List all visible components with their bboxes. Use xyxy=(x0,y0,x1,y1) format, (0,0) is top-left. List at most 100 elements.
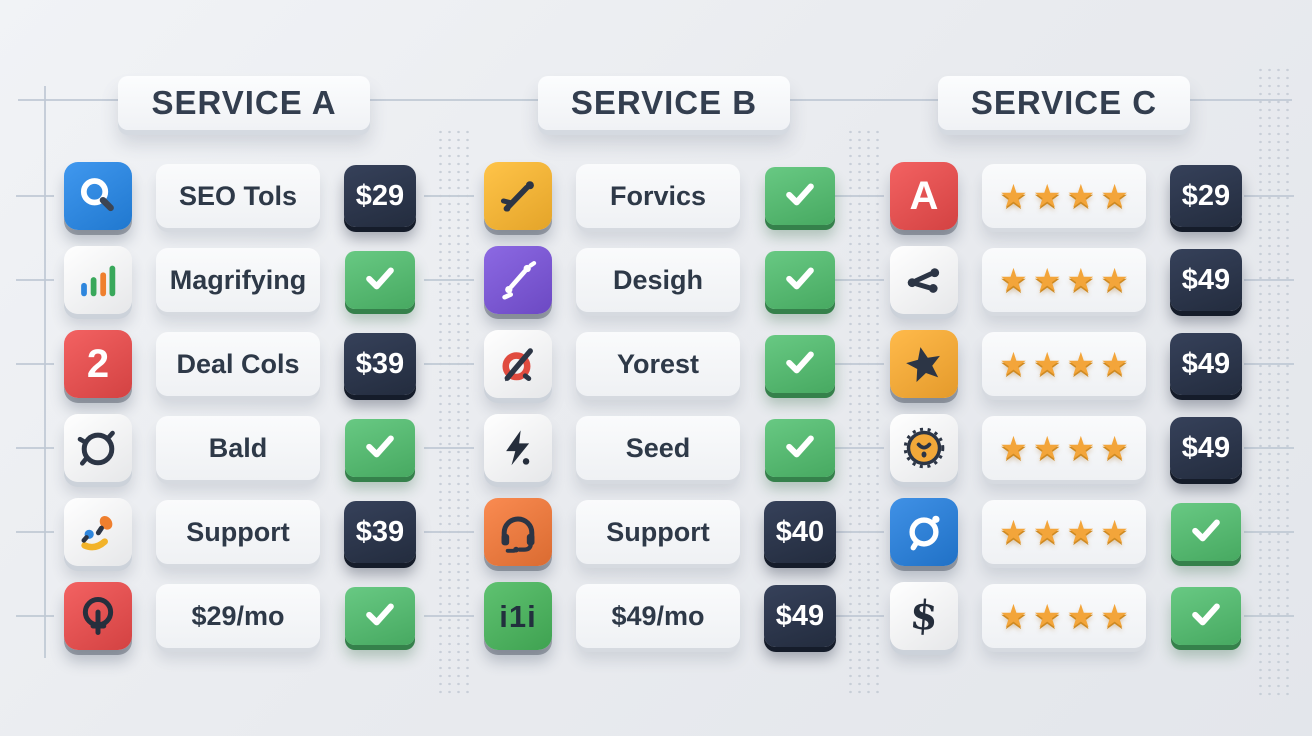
feature-label-chip[interactable]: Seed xyxy=(576,416,740,480)
check-icon xyxy=(360,258,400,303)
star-icon: ★ xyxy=(1100,178,1129,214)
price-badge[interactable]: $39 xyxy=(344,501,416,563)
included-check-tile[interactable] xyxy=(765,419,835,477)
feature-label-chip[interactable]: Support xyxy=(156,500,320,564)
badge-face-icon xyxy=(901,425,947,471)
feature-row: A ★ ★ ★ ★ $29 xyxy=(890,162,1242,230)
feature-label: Support xyxy=(186,516,290,547)
value-cell xyxy=(764,251,836,309)
rating-chip[interactable]: ★ ★ ★ ★ xyxy=(982,332,1146,396)
stats-icon: i1i xyxy=(499,598,537,634)
included-check-tile[interactable] xyxy=(765,167,835,225)
headset-tile[interactable] xyxy=(484,498,552,566)
included-check-tile[interactable] xyxy=(765,251,835,309)
star-icon: ★ xyxy=(999,430,1028,466)
number-2-icon: 2 xyxy=(86,342,110,386)
lightning-icon xyxy=(495,425,541,471)
price-badge[interactable]: $49 xyxy=(1170,333,1242,395)
rating-chip[interactable]: ★ ★ ★ ★ xyxy=(982,416,1146,480)
lightning-tile[interactable] xyxy=(484,414,552,482)
rating-chip[interactable]: ★ ★ ★ ★ xyxy=(982,248,1146,312)
column-service-c: A ★ ★ ★ ★ $29 ★ ★ ★ ★ $49 ★ ★ ★ ★ $49 ★ ★ ★ ★ $49 ★ ★ ★ ★ $ ★ ★ ★ ★ xyxy=(890,162,1242,666)
feature-label-chip[interactable]: Bald xyxy=(156,416,320,480)
dotted-divider xyxy=(846,128,880,694)
included-check-tile[interactable] xyxy=(1171,587,1241,645)
badge-face-tile[interactable] xyxy=(890,414,958,482)
price-badge[interactable]: $39 xyxy=(344,333,416,395)
rating-stars: ★ ★ ★ ★ xyxy=(999,600,1129,632)
feature-label-chip[interactable]: SEO Tols xyxy=(156,164,320,228)
value-cell: $49 xyxy=(1170,417,1242,479)
check-icon xyxy=(1186,594,1226,639)
star-icon: ★ xyxy=(1066,514,1096,550)
rating-chip[interactable]: ★ ★ ★ ★ xyxy=(982,584,1146,648)
price-text: $49 xyxy=(1181,263,1231,296)
value-cell: $49 xyxy=(764,585,836,647)
price-text: $39 xyxy=(355,515,405,548)
rating-chip[interactable]: ★ ★ ★ ★ xyxy=(982,164,1146,228)
row-tick-line xyxy=(16,447,54,449)
target-pen-tile[interactable] xyxy=(484,330,552,398)
value-cell xyxy=(764,167,836,225)
price-badge[interactable]: $49 xyxy=(764,585,836,647)
star-icon: ★ xyxy=(1032,598,1062,634)
star-tile[interactable] xyxy=(890,330,958,398)
value-cell: $29 xyxy=(344,165,416,227)
paint-brush-tile[interactable] xyxy=(64,498,132,566)
price-badge[interactable]: $29 xyxy=(344,165,416,227)
header-label: SERVICE C xyxy=(970,84,1158,121)
value-cell xyxy=(1170,587,1242,645)
tools-icon xyxy=(495,173,541,219)
feature-label-chip[interactable]: Magrifying xyxy=(156,248,320,312)
headset-icon xyxy=(495,509,541,555)
feature-label-chip[interactable]: Forvics xyxy=(576,164,740,228)
included-check-tile[interactable] xyxy=(765,335,835,393)
feature-label: Forvics xyxy=(609,180,707,211)
feature-label-chip[interactable]: Deal Cols xyxy=(156,332,320,396)
number-2-tile[interactable]: 2 xyxy=(64,330,132,398)
row-tick-line xyxy=(16,195,54,197)
price-text: $39 xyxy=(355,347,405,380)
included-check-tile[interactable] xyxy=(1171,503,1241,561)
price-badge[interactable]: $49 xyxy=(1170,417,1242,479)
gauge-tile[interactable] xyxy=(64,582,132,650)
target-pen-icon xyxy=(495,341,541,387)
dollar-tile[interactable]: $ xyxy=(890,582,958,650)
included-check-tile[interactable] xyxy=(345,419,415,477)
rating-stars: ★ ★ ★ ★ xyxy=(999,348,1129,380)
feature-label: $29/mo xyxy=(191,600,285,631)
vector-pen-tile[interactable] xyxy=(484,246,552,314)
value-cell: $40 xyxy=(764,501,836,563)
tools-tile[interactable] xyxy=(484,162,552,230)
price-text: $29 xyxy=(1181,179,1231,212)
share-tile[interactable] xyxy=(890,246,958,314)
letter-a-tile[interactable]: A xyxy=(890,162,958,230)
value-cell xyxy=(344,419,416,477)
feature-label: $49/mo xyxy=(611,600,705,631)
price-text: $40 xyxy=(775,515,825,548)
feature-label-chip[interactable]: Desigh xyxy=(576,248,740,312)
search-tile[interactable] xyxy=(64,162,132,230)
star-icon: ★ xyxy=(1032,262,1062,298)
bar-chart-tile[interactable] xyxy=(64,246,132,314)
feature-label-chip[interactable]: $49/mo xyxy=(576,584,740,648)
feature-label-chip[interactable]: $29/mo xyxy=(156,584,320,648)
circle-outline-tile[interactable] xyxy=(64,414,132,482)
included-check-tile[interactable] xyxy=(345,251,415,309)
search-circle-tile[interactable] xyxy=(890,498,958,566)
price-badge[interactable]: $29 xyxy=(1170,165,1242,227)
row-tick-line xyxy=(16,615,54,617)
stats-tile[interactable]: i1i xyxy=(484,582,552,650)
price-badge[interactable]: $40 xyxy=(764,501,836,563)
bar-chart-icon xyxy=(75,257,121,303)
rating-chip[interactable]: ★ ★ ★ ★ xyxy=(982,500,1146,564)
feature-label-chip[interactable]: Support xyxy=(576,500,740,564)
left-guide-line xyxy=(44,86,46,658)
price-badge[interactable]: $49 xyxy=(1170,249,1242,311)
star-icon: ★ xyxy=(1100,430,1129,466)
feature-label: SEO Tols xyxy=(178,180,298,211)
included-check-tile[interactable] xyxy=(345,587,415,645)
feature-label-chip[interactable]: Yorest xyxy=(576,332,740,396)
star-icon: ★ xyxy=(1066,430,1096,466)
